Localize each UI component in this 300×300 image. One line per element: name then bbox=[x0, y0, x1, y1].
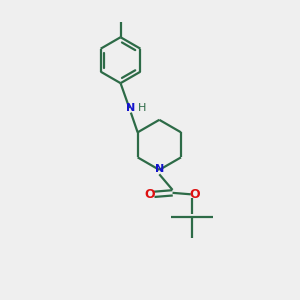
Text: O: O bbox=[145, 188, 155, 201]
Text: H: H bbox=[138, 103, 146, 113]
Text: N: N bbox=[155, 164, 164, 174]
Text: N: N bbox=[126, 103, 136, 113]
Text: O: O bbox=[190, 188, 200, 201]
